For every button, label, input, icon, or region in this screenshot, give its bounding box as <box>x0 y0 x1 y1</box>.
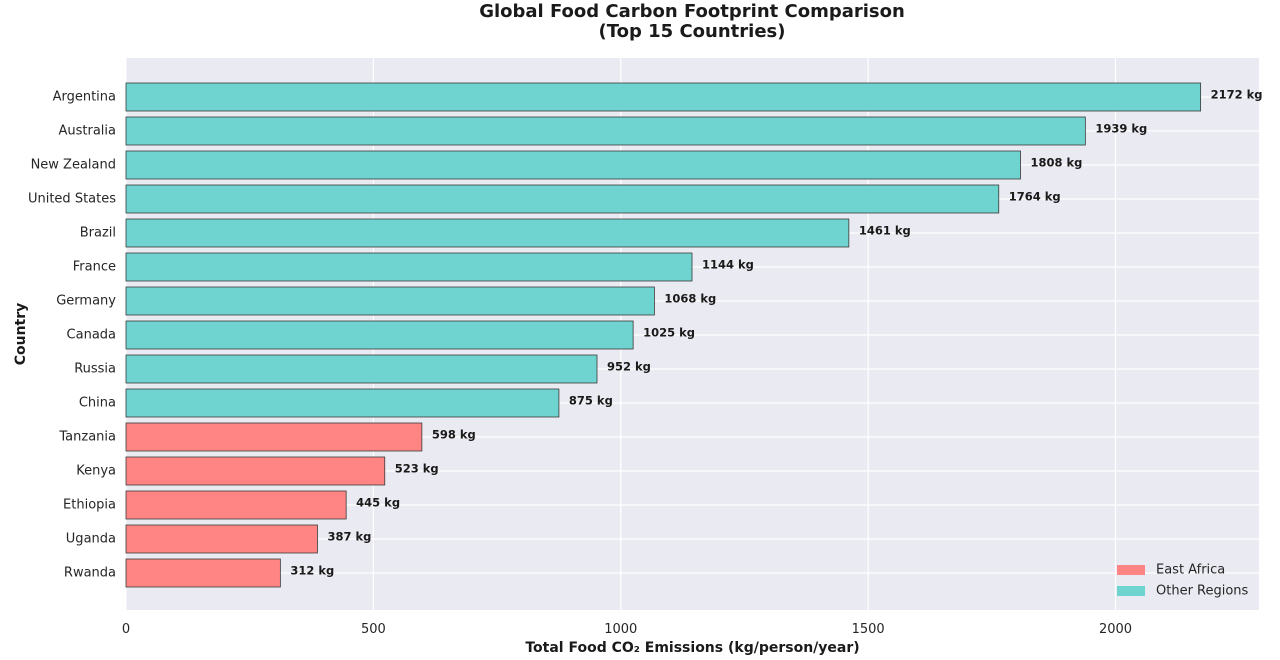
y-tick-label: Tanzania <box>58 430 116 445</box>
bars <box>125 82 1202 588</box>
x-tick-label: 1500 <box>852 622 885 637</box>
value-label: 1068 kg <box>664 292 716 306</box>
y-tick-label: Rwanda <box>64 566 116 581</box>
bar-tanzania <box>125 422 423 452</box>
y-tick-label: Russia <box>74 362 116 377</box>
value-label: 1764 kg <box>1009 190 1061 204</box>
bar-china <box>125 388 560 418</box>
y-tick-label: Uganda <box>66 532 116 547</box>
y-tick-label: Brazil <box>80 226 116 241</box>
legend-label: Other Regions <box>1156 584 1249 599</box>
x-axis-title: Total Food CO₂ Emissions (kg/person/year… <box>525 640 859 656</box>
legend-label: East Africa <box>1156 563 1225 578</box>
x-tick-labels: 0 500 1000 1500 2000 <box>122 622 1132 637</box>
value-label: 445 kg <box>356 496 400 510</box>
value-labels: 2172 kg 1939 kg 1808 kg 1764 kg 1461 kg 1144 … <box>290 88 1262 578</box>
x-tick-label: 1000 <box>604 622 637 637</box>
bar-russia <box>125 354 598 384</box>
bar-germany <box>125 286 655 316</box>
y-tick-label: Canada <box>67 328 116 343</box>
y-tick-label: New Zealand <box>31 158 116 173</box>
bar-new-zealand <box>125 150 1021 180</box>
bar-brazil <box>125 218 850 248</box>
y-tick-label: France <box>73 260 116 275</box>
legend: East Africa Other Regions <box>1117 563 1249 599</box>
x-tick-label: 2000 <box>1099 622 1132 637</box>
bar-canada <box>125 320 634 350</box>
value-label: 1144 kg <box>702 258 754 272</box>
value-label: 952 kg <box>607 360 651 374</box>
value-label: 312 kg <box>290 564 334 578</box>
bar-ethiopia <box>125 490 347 520</box>
value-label: 1808 kg <box>1031 156 1083 170</box>
bar-kenya <box>125 456 386 486</box>
value-label: 387 kg <box>327 530 371 544</box>
x-tick-label: 0 <box>122 622 130 637</box>
y-axis-title: Country <box>13 303 29 366</box>
value-label: 1461 kg <box>859 224 911 238</box>
y-tick-label: Argentina <box>53 90 116 105</box>
value-label: 1939 kg <box>1095 122 1147 136</box>
bar-uganda <box>125 524 318 554</box>
value-label: 2172 kg <box>1211 88 1263 102</box>
chart-title: Global Food Carbon Footprint Comparison(… <box>479 1 905 42</box>
bar-rwanda <box>125 558 281 588</box>
y-tick-label: Germany <box>56 294 116 309</box>
bar-france <box>125 252 693 282</box>
bar-argentina <box>125 82 1202 112</box>
legend-swatch <box>1117 586 1145 596</box>
bar-united-states <box>125 184 1000 214</box>
value-label: 598 kg <box>432 428 476 442</box>
bar-australia <box>125 116 1086 146</box>
value-label: 1025 kg <box>643 326 695 340</box>
y-tick-label: United States <box>28 192 116 207</box>
x-tick-label: 500 <box>361 622 386 637</box>
y-tick-label: Australia <box>58 124 116 139</box>
y-tick-labels: Argentina Australia New Zealand United Stat… <box>28 90 116 581</box>
value-label: 875 kg <box>569 394 613 408</box>
y-tick-label: China <box>79 396 116 411</box>
value-label: 523 kg <box>395 462 439 476</box>
legend-swatch <box>1117 565 1145 575</box>
y-tick-label: Ethiopia <box>63 498 116 513</box>
y-tick-label: Kenya <box>76 464 116 479</box>
